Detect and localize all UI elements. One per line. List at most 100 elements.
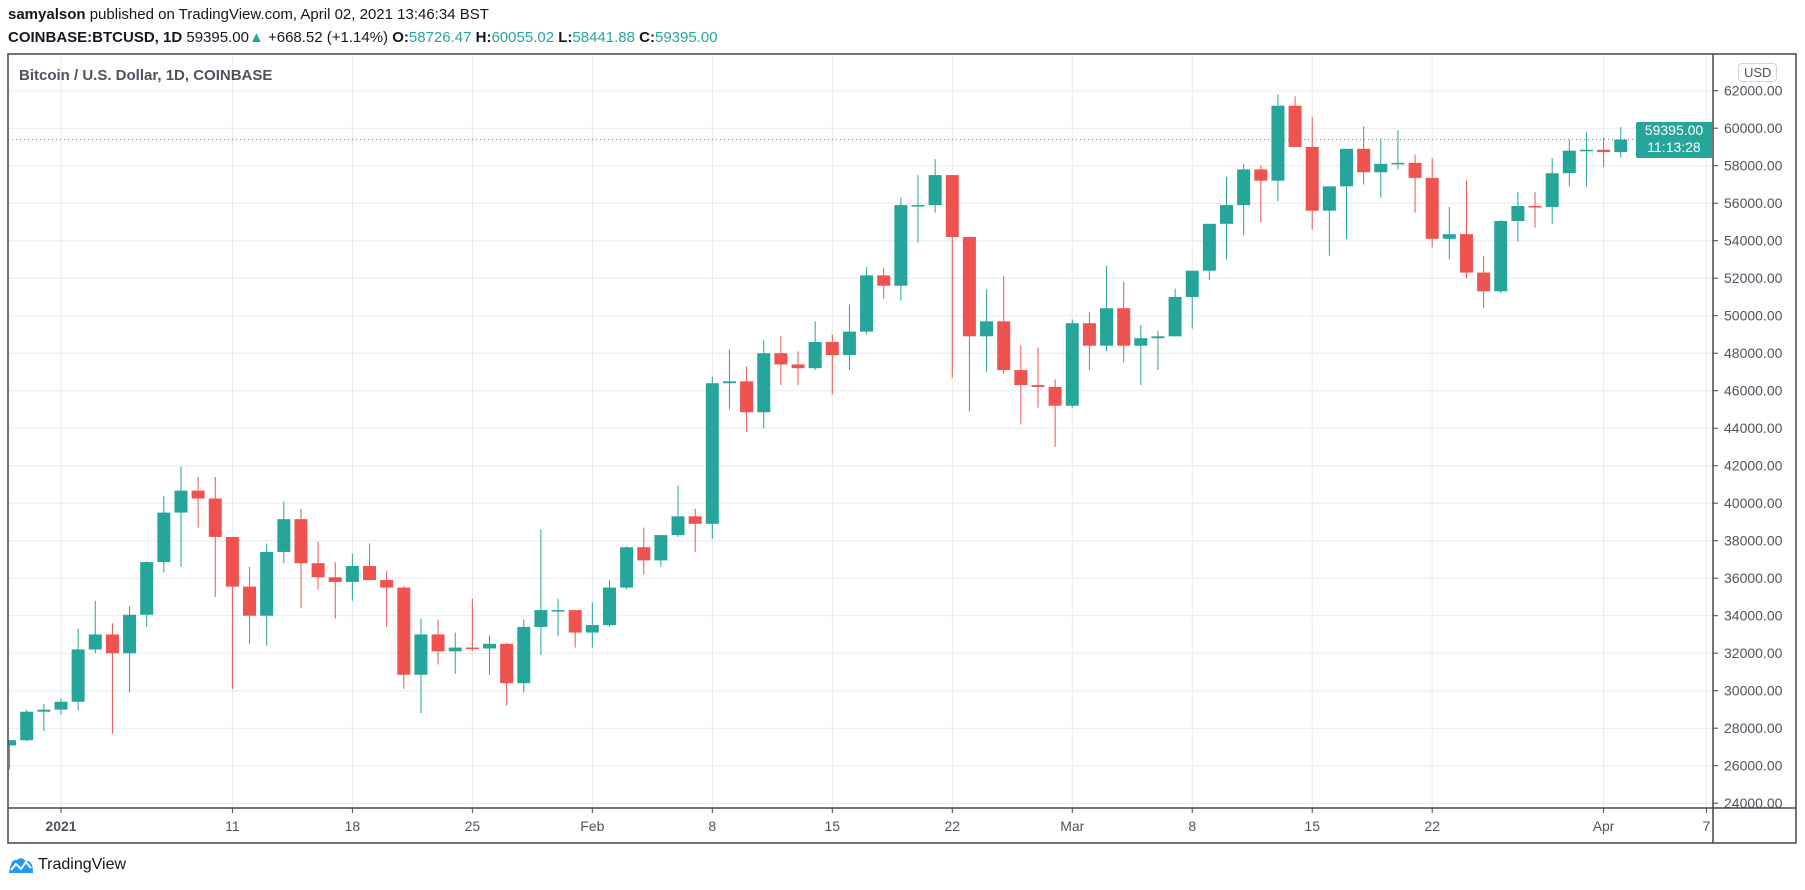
y-tick-label: 48000.00 <box>1724 345 1783 361</box>
candle-body <box>71 649 85 702</box>
candle <box>225 536 239 689</box>
candle <box>1614 127 1628 158</box>
candle <box>157 495 171 573</box>
candle-body <box>243 586 257 616</box>
candle-body <box>1322 186 1336 211</box>
candle <box>1237 163 1251 236</box>
x-tick-label: Feb <box>580 818 604 834</box>
candle <box>294 508 308 609</box>
candle-body <box>962 236 976 337</box>
candle <box>671 485 685 537</box>
candle <box>928 159 942 213</box>
candle-body <box>1117 308 1131 346</box>
x-tick-label: 18 <box>345 818 361 834</box>
candle-body <box>1254 169 1268 181</box>
candle-body <box>1494 221 1508 292</box>
candle-body <box>791 364 805 369</box>
y-tick-label: 34000.00 <box>1724 608 1783 624</box>
candle-body <box>637 547 651 561</box>
y-tick-label: 32000.00 <box>1724 645 1783 661</box>
tradingview-logo[interactable]: TradingView <box>8 856 126 874</box>
candle-body <box>1305 146 1319 211</box>
candle-body <box>1202 223 1216 271</box>
candle-body <box>1151 336 1165 339</box>
candle-body <box>345 566 359 582</box>
candle-body <box>191 490 205 499</box>
price-axis[interactable]: 24000.00 26000.00 28000.00 30000.00 32000.00… <box>1713 83 1783 812</box>
candle <box>1168 288 1182 337</box>
candle <box>842 304 856 371</box>
candle <box>774 336 788 386</box>
candle-body <box>140 562 154 615</box>
candle <box>465 598 479 652</box>
candle <box>1391 130 1405 170</box>
candle <box>345 553 359 601</box>
chart-border <box>7 53 1797 844</box>
symbol-legend: COINBASE:BTCUSD, 1D 59395.00▲ +668.52 (+… <box>8 29 718 46</box>
candle-body <box>1082 323 1096 346</box>
candle-body <box>54 701 68 710</box>
candle-body <box>894 205 908 286</box>
x-tick-label: 22 <box>944 818 960 834</box>
candle <box>123 606 137 693</box>
candle-body <box>1220 205 1234 224</box>
candle <box>688 508 702 552</box>
candle <box>71 628 85 711</box>
y-tick-label: 30000.00 <box>1724 683 1783 699</box>
publish-info: samyalson published on TradingView.com, … <box>8 6 489 23</box>
last-price: 59395.00 <box>186 29 249 46</box>
candle-body <box>1408 162 1422 178</box>
candle-body <box>1597 149 1611 153</box>
candle <box>1134 325 1148 386</box>
open-label: O: <box>392 29 409 46</box>
candle <box>328 562 342 619</box>
publish-text: published on TradingView.com, April 02, … <box>85 6 489 23</box>
author-name[interactable]: samyalson <box>8 6 86 23</box>
candle <box>860 266 874 335</box>
y-tick-label: 38000.00 <box>1724 533 1783 549</box>
candle <box>757 340 771 429</box>
candle-body <box>311 563 325 578</box>
candle-body <box>1271 105 1285 181</box>
candle <box>980 289 994 372</box>
candle <box>380 570 394 627</box>
candle <box>620 546 634 590</box>
candle <box>945 175 959 378</box>
y-tick-label: 26000.00 <box>1724 758 1783 774</box>
candle <box>551 598 565 637</box>
candle-body <box>980 321 994 337</box>
candle <box>877 267 891 299</box>
candle <box>894 197 908 301</box>
candle <box>722 349 736 410</box>
candle <box>1117 281 1131 363</box>
currency-button[interactable]: USD <box>1738 63 1778 82</box>
candle-body <box>534 610 548 627</box>
high-label: H: <box>475 29 492 46</box>
candle-body <box>825 341 839 356</box>
chart-title: Bitcoin / U.S. Dollar, 1D, COINBASE <box>19 67 273 84</box>
candle <box>1288 96 1302 147</box>
candle-body <box>1100 308 1114 346</box>
candle <box>140 561 154 627</box>
candle <box>705 376 719 539</box>
brand-name: TradingView <box>38 856 127 873</box>
candle <box>448 632 462 674</box>
close-value: 59395.00 <box>654 29 718 46</box>
candle-body <box>1048 386 1062 406</box>
candle <box>363 543 377 581</box>
candle <box>1579 131 1593 187</box>
candle-body <box>123 614 137 654</box>
candle <box>483 635 496 675</box>
candle-body <box>1425 177 1439 239</box>
candle <box>825 334 839 395</box>
x-tick-label: 15 <box>1304 818 1320 834</box>
candle <box>1151 330 1165 371</box>
candle <box>1597 137 1611 167</box>
candle <box>1031 347 1045 408</box>
candle-body <box>860 275 874 332</box>
candles <box>8 94 1628 770</box>
candle <box>1511 191 1525 242</box>
time-axis[interactable]: 2021 11 18 25 Feb 8 15 22 Mar 8 15 22 Apr 7 <box>45 808 1711 834</box>
candle <box>1100 266 1114 352</box>
